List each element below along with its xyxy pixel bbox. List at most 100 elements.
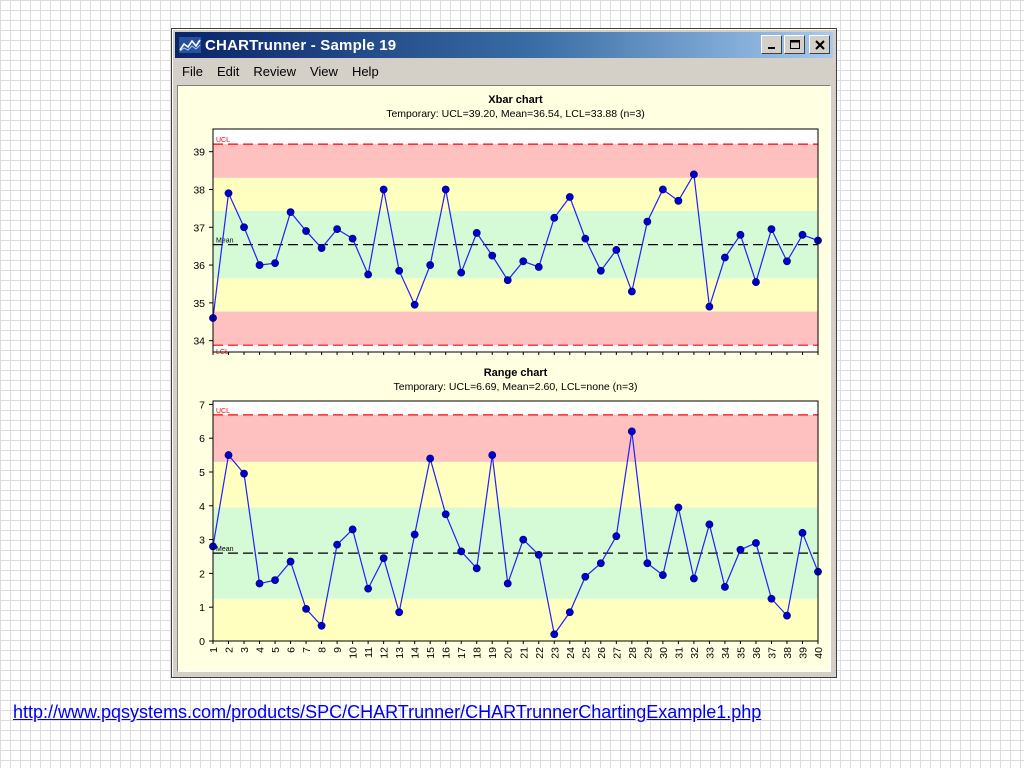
data-point: [658, 185, 667, 194]
data-point: [395, 608, 404, 617]
x-tick-label: 17: [456, 647, 468, 659]
close-button[interactable]: [809, 35, 830, 54]
y-tick-label: 34: [193, 336, 205, 348]
data-point: [674, 503, 683, 512]
menu-review[interactable]: Review: [253, 63, 296, 79]
data-point: [364, 584, 373, 593]
data-point: [581, 234, 590, 243]
title-bar[interactable]: CHARTrunner - Sample 19: [175, 32, 833, 58]
limit-label: UCL: [216, 408, 230, 415]
x-tick-label: 9: [332, 647, 344, 653]
data-point: [426, 261, 435, 269]
data-point: [565, 608, 574, 617]
x-tick-label: 15: [425, 647, 437, 659]
data-point: [379, 185, 388, 194]
window-title: CHARTrunner - Sample 19: [205, 36, 397, 54]
chart-subtitle: Temporary: UCL=6.69, Mean=2.60, LCL=none…: [394, 381, 638, 393]
data-point: [488, 251, 497, 260]
data-point: [395, 266, 404, 275]
x-tick-label: 7: [301, 647, 313, 653]
x-tick-label: 3: [239, 647, 251, 653]
data-point: [503, 276, 512, 285]
data-point: [581, 572, 590, 581]
x-tick-label: 6: [286, 647, 298, 653]
maximize-icon: [789, 39, 800, 49]
y-tick-label: 5: [199, 467, 205, 479]
limit-label: LCL: [216, 349, 229, 356]
menu-file[interactable]: File: [182, 63, 203, 79]
data-point: [689, 574, 698, 583]
x-tick-label: 5: [270, 647, 282, 653]
x-tick-label: 25: [580, 647, 592, 659]
data-point: [426, 454, 435, 463]
x-tick-label: 39: [797, 647, 809, 659]
source-link[interactable]: http://www.pqsystems.com/products/SPC/CH…: [13, 702, 762, 722]
x-tick-label: 23: [549, 647, 561, 659]
x-tick-label: 8: [317, 647, 329, 653]
data-point: [333, 540, 342, 549]
y-tick-label: 35: [193, 298, 205, 310]
y-tick-label: 36: [193, 260, 205, 272]
zone-band: [213, 311, 818, 346]
data-point: [612, 246, 621, 254]
menu-help[interactable]: Help: [351, 63, 379, 79]
data-point: [721, 253, 729, 262]
data-point: [224, 189, 233, 198]
data-point: [783, 611, 791, 620]
data-point: [783, 257, 791, 266]
x-tick-label: 31: [673, 647, 685, 659]
zone-band: [213, 461, 818, 508]
chart-subtitle: Temporary: UCL=39.20, Mean=36.54, LCL=33…: [386, 108, 645, 120]
menu-bar: File Edit Review View Help: [175, 60, 833, 82]
data-point: [596, 266, 605, 275]
maximize-button[interactable]: [784, 35, 805, 54]
data-point: [472, 564, 481, 573]
x-tick-label: 22: [534, 647, 546, 659]
zone-band: [213, 278, 818, 312]
x-tick-label: 18: [472, 647, 484, 659]
menu-edit[interactable]: Edit: [216, 63, 240, 79]
x-tick-label: 11: [363, 647, 375, 658]
menu-view[interactable]: View: [309, 63, 338, 79]
xbar-chart: Xbar chart Temporary: UCL=39.20, Mean=36.…: [193, 94, 822, 356]
data-point: [798, 230, 807, 239]
data-point: [550, 213, 559, 222]
y-tick-label: 37: [193, 222, 205, 234]
y-tick-label: 0: [199, 636, 205, 648]
data-point: [752, 278, 760, 286]
data-point: [410, 530, 419, 539]
x-tick-label: 10: [348, 647, 360, 659]
data-point: [457, 547, 466, 556]
data-point: [441, 510, 450, 519]
x-tick-label: 21: [518, 647, 530, 659]
data-point: [472, 229, 481, 237]
data-point: [333, 225, 342, 234]
minimize-button[interactable]: [761, 35, 782, 54]
app-window: CHARTrunner - Sample 19 File Edit Review…: [171, 28, 837, 678]
data-point: [379, 554, 388, 563]
close-icon: [814, 39, 825, 50]
series-line: [212, 172, 819, 319]
x-tick-label: 12: [379, 647, 391, 659]
data-point: [441, 185, 450, 194]
y-tick-label: 2: [199, 568, 205, 580]
charts-canvas: Xbar chart Temporary: UCL=39.20, Mean=36.…: [193, 94, 825, 659]
x-tick-label: 30: [658, 647, 670, 659]
y-tick-label: 3: [199, 535, 205, 547]
data-point: [627, 427, 636, 436]
data-point: [752, 539, 760, 547]
data-point: [643, 217, 652, 226]
y-tick-label: 4: [199, 501, 205, 513]
data-point: [612, 532, 621, 541]
data-point: [255, 261, 264, 269]
data-point: [705, 520, 714, 529]
data-point: [271, 576, 279, 585]
data-point: [658, 571, 667, 579]
data-point: [565, 193, 574, 201]
window-controls: [761, 35, 830, 54]
series-line: [212, 431, 819, 636]
data-point: [627, 287, 636, 296]
data-point: [317, 244, 326, 252]
chart-app-icon: [179, 37, 201, 53]
x-tick-label: 14: [410, 647, 422, 659]
